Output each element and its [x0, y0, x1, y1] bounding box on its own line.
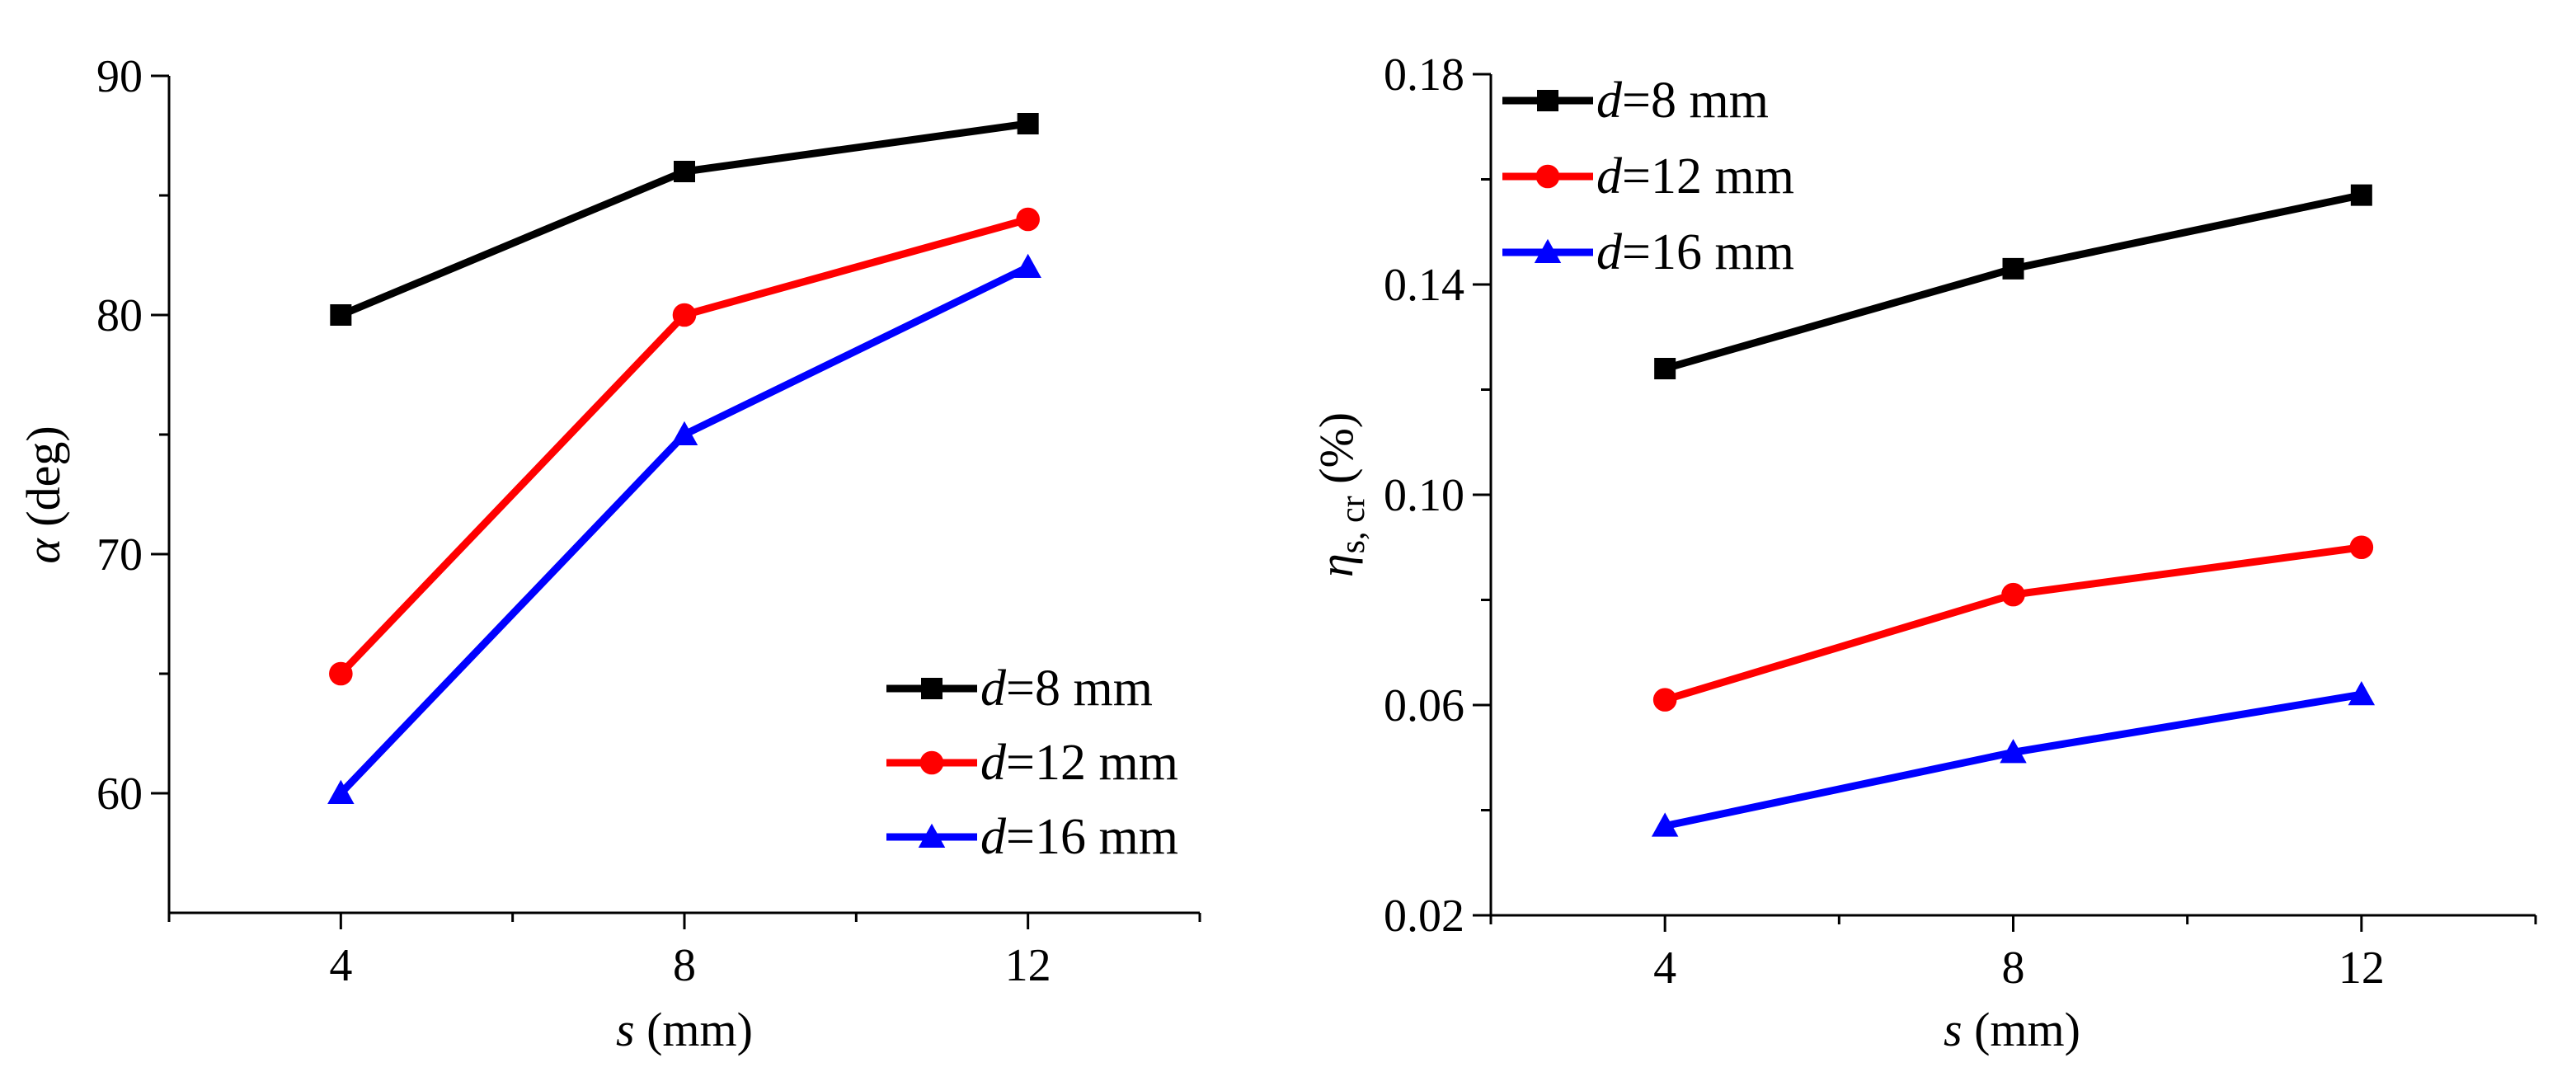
- x-tick-label: 12: [1005, 940, 1051, 991]
- legend-label: d=8 mm: [1596, 73, 1769, 129]
- x-axis-label: s (mm): [1944, 1003, 2080, 1056]
- legend-marker: [921, 678, 942, 699]
- x-tick-label: 4: [329, 940, 352, 991]
- data-point: [2000, 739, 2027, 764]
- y-axis-label: ηs, cr (%): [1309, 412, 1372, 577]
- legend-marker: [918, 823, 946, 848]
- y-tick-label: 0.06: [1384, 680, 1464, 731]
- y-tick-label: 0.10: [1384, 470, 1464, 521]
- legend-marker: [919, 750, 944, 775]
- legend-marker: [1537, 90, 1558, 111]
- series-line-d-12-mm: [338, 215, 1029, 677]
- x-tick-labels: 4 8 12: [1653, 943, 2385, 994]
- legend-label: d=12 mm: [980, 735, 1178, 791]
- data-point: [1652, 688, 1677, 712]
- series-line-d-12-mm: [1663, 543, 2362, 703]
- legend-item-d12: d=12 mm: [886, 735, 1178, 791]
- x-tick-label: 8: [2002, 943, 2025, 994]
- legend-label: d=8 mm: [980, 661, 1153, 717]
- legend-marker: [1534, 238, 1562, 263]
- data-point: [672, 303, 697, 327]
- legend-label: d=12 mm: [1596, 148, 1794, 205]
- series-line-d-16-mm: [338, 263, 1030, 797]
- x-tick-label: 12: [2339, 943, 2385, 994]
- series-line-d-8-mm: [339, 120, 1029, 319]
- data-point: [1016, 207, 1040, 232]
- tick-marks: [151, 74, 1201, 929]
- data-point: [1654, 358, 1676, 379]
- y-tick-label: 80: [96, 290, 143, 341]
- data-point: [327, 779, 355, 804]
- x-tick-label: 4: [1653, 943, 1676, 994]
- y-tick-label: 0.02: [1384, 891, 1464, 942]
- y-tick-labels: 0.02 0.06 0.10 0.14 0.18: [1384, 49, 1464, 942]
- series-line-d-8-mm: [1663, 191, 2362, 373]
- x-axis-label: s (mm): [616, 1003, 753, 1056]
- legend-item-d8: d=8 mm: [1502, 73, 1769, 129]
- data-point: [2349, 535, 2374, 560]
- data-point: [670, 421, 698, 445]
- legend-item-d12: d=12 mm: [1502, 148, 1794, 205]
- x-tick-label: 8: [673, 940, 696, 991]
- legend-item-d8: d=8 mm: [886, 661, 1153, 717]
- y-tick-label: 60: [96, 769, 143, 820]
- data-point: [329, 661, 353, 686]
- data-point: [2002, 257, 2024, 280]
- y-axis-label: α (deg): [16, 425, 70, 563]
- data-point: [1014, 253, 1041, 278]
- data-point: [2350, 184, 2372, 206]
- y-tick-label: 90: [96, 51, 143, 102]
- data-point: [674, 161, 695, 182]
- y-tick-label: 0.14: [1384, 260, 1464, 311]
- tick-marks: [1473, 73, 2537, 932]
- y-tick-label: 70: [96, 529, 143, 581]
- series-markers: [1651, 184, 2376, 837]
- legend: d=8 mm d=12 mm d=16 mm: [886, 661, 1178, 865]
- chart-eta-vs-s: 0.02 0.06 0.10 0.14 0.18 4 8 12 s (mm) ηs, cr …: [1309, 49, 2537, 1056]
- y-tick-labels: 60 70 80 90: [96, 51, 143, 820]
- legend-marker: [1535, 164, 1560, 189]
- legend-label: d=16 mm: [1596, 224, 1794, 280]
- data-point: [1651, 812, 1679, 837]
- data-point: [2348, 681, 2376, 706]
- data-point: [330, 304, 352, 326]
- series-lines: [1663, 191, 2362, 830]
- x-tick-labels: 4 8 12: [329, 940, 1051, 991]
- data-point: [2001, 582, 2025, 607]
- legend: d=8 mm d=12 mm d=16 mm: [1502, 73, 1794, 280]
- chart-alpha-vs-s: 60 70 80 90 4 8 12 s (mm) α (deg) d=8 mm d=12…: [16, 51, 1201, 1056]
- legend-label: d=16 mm: [980, 809, 1178, 865]
- data-point: [1017, 113, 1039, 134]
- legend-item-d16: d=16 mm: [886, 809, 1178, 865]
- y-tick-label: 0.18: [1384, 49, 1464, 101]
- series-markers: [327, 113, 1041, 804]
- legend-item-d16: d=16 mm: [1502, 224, 1794, 280]
